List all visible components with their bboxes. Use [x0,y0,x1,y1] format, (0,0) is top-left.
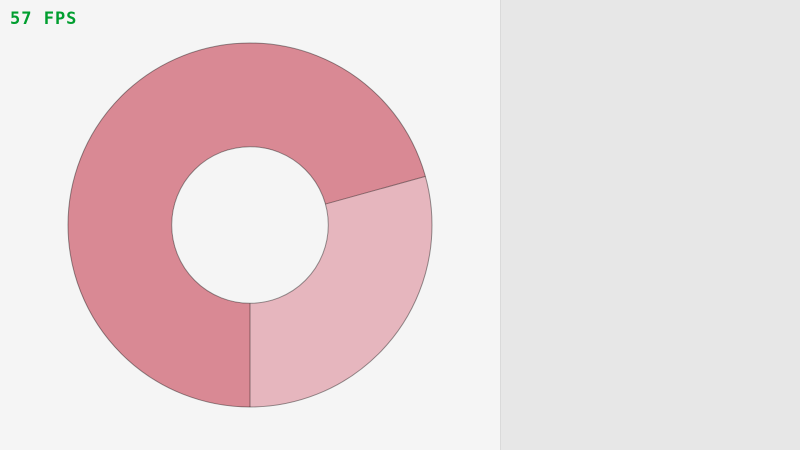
ring-drawing [67,42,433,408]
slider-row-segments: Segments 0.00 [501,240,800,260]
controls-panel: StartAngle -255.00 EndAngle 360.00 Inner… [500,0,800,450]
slider-row-endangle: EndAngle 360.00 [501,70,800,90]
fps-counter: 57 FPS [10,9,78,29]
slider-row-outerradius: OuterRadius 181.67 [501,170,800,190]
slider-row-startangle: StartAngle -255.00 [501,40,800,60]
slider-row-innerradius: InnerRadius 78.33 [501,140,800,160]
